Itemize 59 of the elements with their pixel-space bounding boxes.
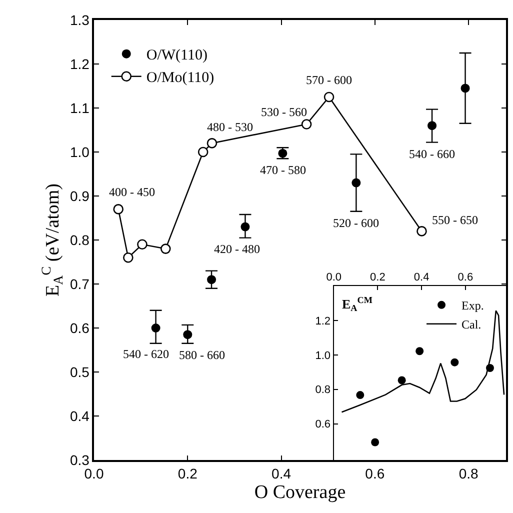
annotation: 580 - 660 — [179, 348, 225, 362]
annotation: 400 - 450 — [109, 185, 155, 199]
y-tick-label: 0.9 — [70, 188, 90, 204]
x-tick-label: 0.4 — [414, 272, 430, 284]
y-tick-label: 1.1 — [70, 100, 90, 116]
x-tick-label: 0.6 — [365, 466, 385, 482]
y-tick-label: 1.2 — [70, 56, 90, 72]
annotation: 540 - 620 — [123, 347, 169, 361]
annotation: 520 - 600 — [333, 216, 379, 230]
legend-label: Cal. — [462, 318, 482, 332]
point — [352, 178, 361, 188]
point — [137, 239, 148, 250]
x-axis-title: O Coverage — [254, 482, 346, 503]
annotation: 570 - 600 — [306, 73, 352, 87]
y-tick-label: 1.0 — [70, 144, 90, 160]
point — [416, 347, 424, 356]
point — [398, 376, 406, 384]
y-tick-label: 1.0 — [315, 350, 331, 362]
point — [324, 92, 334, 102]
x-tick-label: 0.6 — [458, 272, 474, 284]
point — [356, 391, 364, 400]
point — [428, 121, 437, 130]
point — [206, 138, 218, 148]
point — [113, 204, 124, 214]
y-tick-label: 1.3 — [70, 12, 90, 28]
x-tick-label: 0.4 — [272, 466, 292, 482]
legend-label: Exp. — [462, 298, 484, 313]
point — [198, 146, 208, 158]
point — [151, 324, 160, 332]
point — [160, 244, 171, 254]
point — [416, 226, 427, 236]
legend-label: O/Mo(110) — [146, 70, 214, 86]
x-tick-label: 0.2 — [178, 466, 198, 482]
y-tick-label: 0.8 — [315, 384, 331, 396]
point — [123, 252, 134, 263]
annotation: 420 - 480 — [214, 242, 260, 256]
annotation: 470 - 580 — [260, 163, 306, 177]
annotation: 480 - 530 — [207, 120, 253, 134]
annotation: 550 - 650 — [432, 213, 478, 227]
y-tick-label: 0.6 — [70, 320, 90, 336]
x-tick-label: 0.8 — [458, 466, 478, 482]
point — [240, 222, 250, 232]
legend-label: O/W(110) — [146, 48, 208, 64]
point — [371, 438, 380, 446]
point — [450, 358, 459, 366]
y-tick-label: 0.3 — [70, 452, 90, 468]
x-tick-label: 0.2 — [370, 272, 386, 284]
y-tick-label: 0.4 — [70, 408, 90, 424]
x-tick-label: 0.0 — [84, 466, 104, 482]
y-tick-label: 0.8 — [70, 232, 90, 248]
point — [301, 119, 312, 130]
annotation: 540 - 660 — [409, 147, 455, 161]
x-tick-label: 0.0 — [326, 272, 342, 284]
annotation: 530 - 560 — [261, 105, 307, 119]
y-tick-label: 0.5 — [70, 364, 90, 380]
y-tick-label: 1.2 — [315, 315, 331, 328]
point — [460, 84, 470, 93]
y-tick-label: 0.7 — [70, 276, 90, 292]
y-tick-label: 0.6 — [315, 418, 331, 431]
